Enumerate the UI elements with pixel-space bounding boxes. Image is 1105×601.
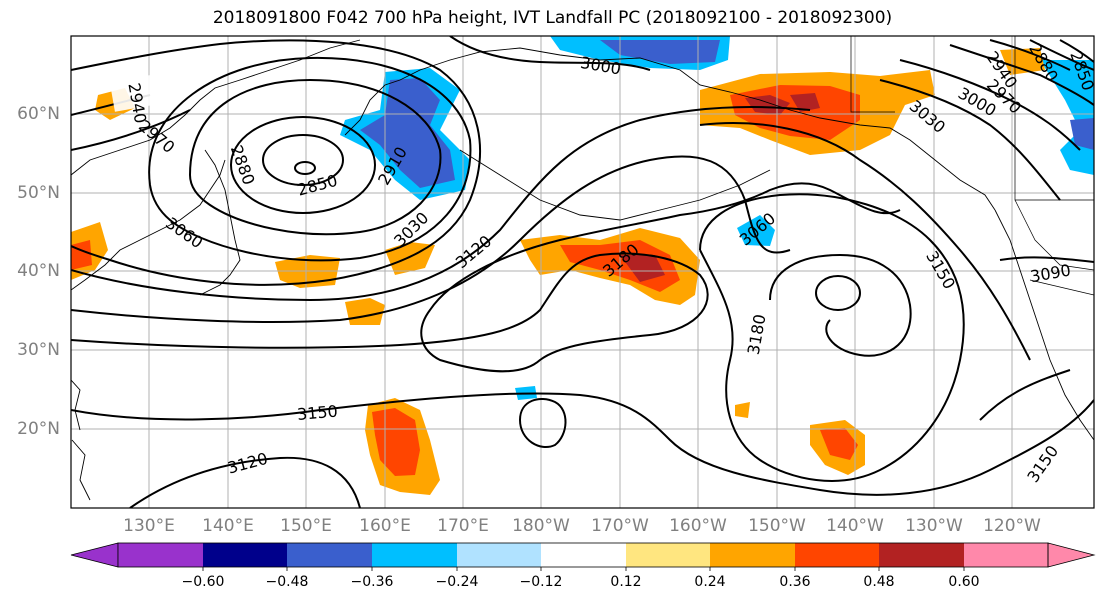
colorbar-tick-label: −0.24 (435, 574, 479, 590)
lon-label-150e: 150°E (280, 516, 332, 536)
colorbar-tick-label: 0.24 (694, 574, 726, 590)
lat-label-40n: 40°N (17, 261, 60, 281)
colorbar-segment (118, 543, 203, 567)
colorbar-segment (203, 543, 287, 567)
colorbar-segment (879, 543, 964, 567)
colorbar-segment (964, 543, 1048, 567)
colorbar-tick-label: −0.48 (265, 574, 309, 590)
colorbar-segment (710, 543, 795, 567)
colorbar-tick-label: 0.12 (610, 574, 642, 590)
colorbar-segment (626, 543, 710, 567)
colorbar-tick-label: 0.48 (863, 574, 895, 590)
borders (850, 36, 1094, 296)
colorbar-segment (372, 543, 457, 567)
lat-label-60n: 60°N (17, 104, 60, 124)
lon-label-170w: 170°W (591, 516, 649, 536)
colorbar-low-extension (70, 542, 119, 568)
lon-label-130w: 130°W (905, 516, 963, 536)
colorbar-segment (287, 543, 372, 567)
lon-label-160e: 160°E (359, 516, 411, 536)
lon-label-130e: 130°E (123, 516, 175, 536)
lon-label-140w: 140°W (826, 516, 884, 536)
colorbar-tick-label: 0.36 (779, 574, 811, 590)
colorbar-tick-label: −0.60 (181, 574, 225, 590)
lon-label-120w: 120°W (983, 516, 1041, 536)
lat-label-20n: 20°N (17, 419, 60, 439)
colorbar-tick-label: −0.12 (519, 574, 563, 590)
lat-label-30n: 30°N (17, 340, 60, 360)
colorbar-segment (795, 543, 879, 567)
positive-anomaly-regions (71, 48, 1045, 495)
colorbar-high-extension (1047, 542, 1096, 568)
lon-label-180w: 180°W (512, 516, 570, 536)
colorbar-tick-label: −0.36 (350, 574, 394, 590)
graticule (71, 36, 1094, 508)
height-contours (71, 36, 1094, 508)
colorbar-segment (457, 543, 541, 567)
map-title: 2018091800 F042 700 hPa height, IVT Land… (212, 8, 893, 28)
coastlines (71, 39, 1094, 501)
colorbar (70, 542, 1096, 571)
map-frame (70, 35, 1095, 509)
lon-label-150w: 150°W (748, 516, 806, 536)
negative-anomaly-regions (340, 36, 1094, 400)
colorbar-tick-label: 0.60 (948, 574, 980, 590)
lat-label-50n: 50°N (17, 183, 60, 203)
contour-label-3150-b: 3150 (296, 401, 338, 423)
lon-label-160w: 160°W (669, 516, 727, 536)
lon-label-140e: 140°E (202, 516, 254, 536)
colorbar-segment (541, 543, 626, 567)
lon-label-170e: 170°E (437, 516, 489, 536)
